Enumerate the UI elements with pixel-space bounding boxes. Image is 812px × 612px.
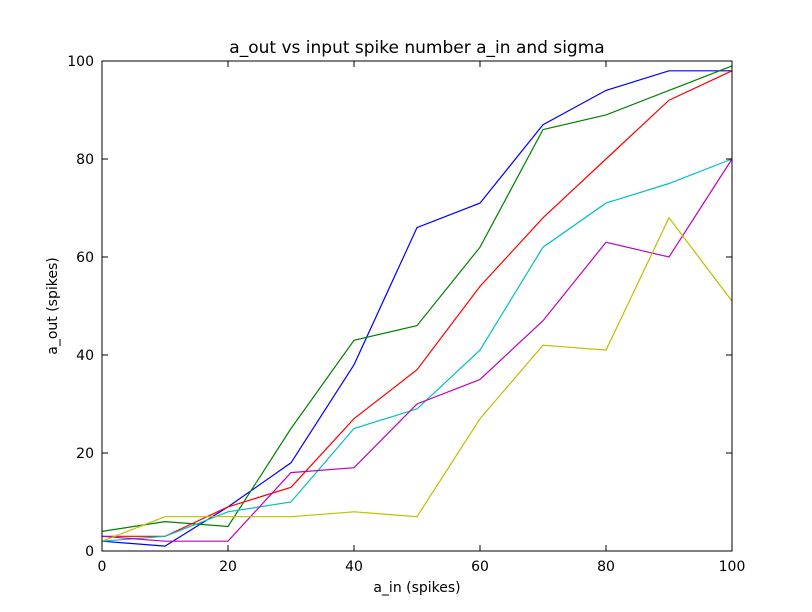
- x-tick-label: 0: [98, 559, 107, 575]
- axes-layer: 0 20 40 60 80 100 0 20 40 60 80 100: [67, 54, 745, 575]
- y-tick-label: 100: [67, 54, 94, 70]
- series-line-5: [101, 158, 733, 542]
- y-tick-label: 80: [76, 152, 94, 168]
- y-axis-label: a_out (spikes): [45, 257, 61, 354]
- y-tick-label: 60: [76, 250, 94, 266]
- x-tick-label: 60: [471, 559, 489, 575]
- plot-frame: [101, 60, 733, 552]
- series-line-3: [102, 70, 733, 537]
- y-tick-label: 40: [76, 348, 94, 364]
- series-line-2: [101, 65, 733, 532]
- x-tick-label: 80: [597, 559, 615, 575]
- y-tick-label: 0: [85, 544, 94, 560]
- series-layer: [101, 65, 733, 547]
- series-line-1: [101, 70, 732, 547]
- x-tick-label: 40: [345, 559, 363, 575]
- x-tick-label: 100: [719, 559, 746, 575]
- x-tick-label: 20: [219, 559, 237, 575]
- series-line-6: [101, 216, 733, 542]
- chart-title: a_out vs input spike number a_in and sig…: [229, 38, 604, 58]
- x-axis-label: a_in (spikes): [373, 580, 460, 596]
- series-line-4: [101, 158, 733, 542]
- y-tick-label: 20: [76, 446, 94, 462]
